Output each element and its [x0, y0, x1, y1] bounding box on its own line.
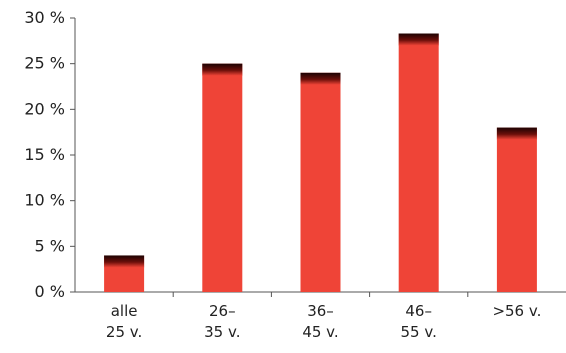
y-tick-label: 10 %	[24, 191, 65, 210]
y-tick-label: 30 %	[24, 8, 65, 27]
bar-top-shade	[202, 63, 243, 76]
bar-body	[300, 72, 341, 292]
x-category-label-line: >56 v.	[492, 302, 541, 320]
bar-body	[398, 33, 439, 292]
x-category-label-line: 36–	[307, 302, 334, 320]
x-axis: alle 25 v. 26– 35 v. 36– 45 v. 46– 55 v. >56 v.	[75, 291, 566, 341]
x-category-label-line: 45 v.	[302, 323, 338, 341]
x-category-label-line: 46–	[405, 302, 432, 320]
bar-top-shade	[496, 127, 537, 140]
y-tick-label: 25 %	[24, 54, 65, 73]
x-category-label-line: 55 v.	[401, 323, 437, 341]
x-category-label-line: alle	[111, 302, 138, 320]
x-category-label-line: 26–	[209, 302, 236, 320]
bar-3	[398, 33, 439, 292]
x-category-label: 36– 45 v.	[302, 302, 338, 341]
bar-top-shade	[300, 72, 341, 85]
y-tick-label: 5 %	[35, 236, 65, 255]
x-category-label: 46– 55 v.	[401, 302, 437, 341]
y-axis: 0 % 5 % 10 % 15 % 20 % 25 % 30 %	[24, 8, 76, 301]
bar-4	[496, 127, 537, 292]
bar-body	[202, 63, 243, 292]
x-category-label: 26– 35 v.	[204, 302, 240, 341]
bar-body	[496, 127, 537, 292]
bar-2	[300, 72, 341, 292]
y-tick-label: 20 %	[24, 99, 65, 118]
x-category-label-line: 25 v.	[106, 323, 142, 341]
bar-top-shade	[398, 33, 439, 46]
x-category-label-line: 35 v.	[204, 323, 240, 341]
x-category-label: >56 v.	[492, 302, 541, 320]
bar-1	[202, 63, 243, 292]
bar-top-shade	[104, 255, 145, 268]
y-tick-label: 15 %	[24, 145, 65, 164]
y-tick-label: 0 %	[35, 282, 65, 301]
bars	[104, 33, 537, 292]
bar-0	[104, 255, 145, 292]
x-category-label: alle 25 v.	[106, 302, 142, 341]
